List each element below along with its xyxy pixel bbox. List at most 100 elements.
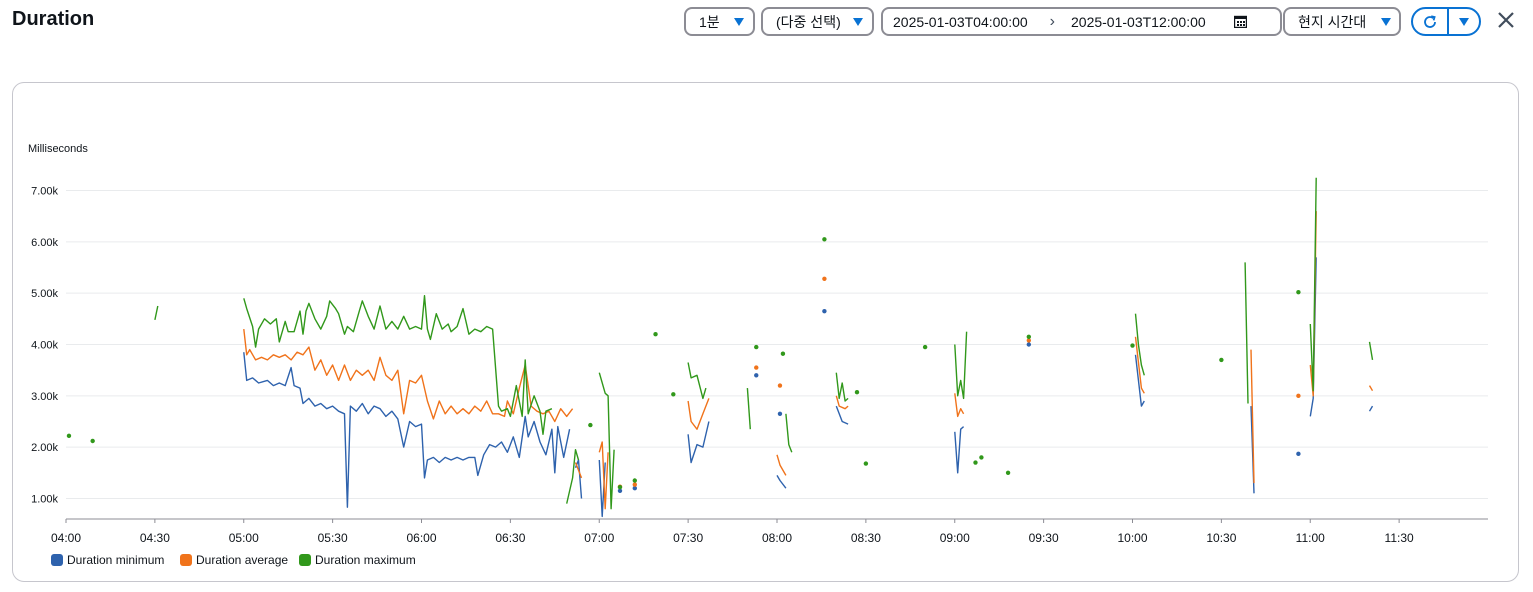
y-tick-label: 6.00k: [31, 237, 58, 249]
legend-swatch-minimum: [51, 554, 63, 566]
data-point-maximum: [653, 332, 658, 337]
data-point-minimum: [617, 488, 623, 493]
y-tick-label: 1.00k: [31, 493, 58, 505]
series-line-maximum: [154, 305, 159, 321]
y-tick-label: 7.00k: [31, 186, 58, 198]
series-line-maximum: [746, 388, 751, 430]
series-line-maximum: [687, 362, 707, 400]
caret-down-icon: [1381, 17, 1392, 26]
data-point-minimum: [777, 411, 783, 416]
x-tick-label: 06:30: [495, 531, 525, 545]
data-point-maximum: [66, 433, 72, 439]
legend-swatch-average: [180, 554, 192, 566]
page-title: Duration: [12, 8, 95, 30]
series-line-average: [1368, 385, 1374, 392]
timezone-select[interactable]: 현지 시간대: [1283, 7, 1401, 36]
period-select[interactable]: 1분: [684, 7, 755, 36]
series-line-maximum: [1368, 341, 1374, 361]
data-point-maximum: [863, 461, 869, 466]
y-tick-label: 4.00k: [31, 340, 58, 352]
refresh-button[interactable]: [1413, 9, 1449, 34]
x-tick-label: 07:00: [584, 531, 614, 545]
data-point-minimum: [754, 373, 759, 378]
series-line-maximum: [954, 331, 968, 400]
refresh-button-group: [1411, 7, 1481, 36]
y-tick-label: 3.00k: [31, 391, 58, 403]
period-value: 1분: [699, 13, 720, 30]
series-line-average: [1250, 349, 1255, 484]
data-point-maximum: [90, 438, 95, 444]
data-point-maximum: [1219, 357, 1224, 363]
series-line-average: [598, 441, 609, 510]
x-tick-label: 10:30: [1206, 531, 1236, 545]
legend-label-average: Duration average: [196, 553, 289, 567]
data-point-average: [822, 276, 827, 282]
refresh-icon: [1424, 14, 1436, 28]
timezone-value: 현지 시간대: [1298, 13, 1367, 30]
refresh-options-button[interactable]: [1449, 9, 1479, 34]
x-tick-label: 08:00: [762, 531, 792, 545]
data-point-maximum: [922, 344, 928, 350]
data-point-minimum: [1296, 451, 1301, 457]
x-tick-label: 09:00: [940, 531, 970, 545]
date-range-end: 2025-01-03T12:00:00: [1071, 13, 1206, 30]
legend-item-minimum[interactable]: Duration minimum: [51, 553, 164, 567]
series-line-minimum: [776, 475, 787, 489]
x-tick-label: 07:30: [673, 531, 703, 545]
data-point-average: [777, 383, 783, 388]
series-line-average: [574, 462, 583, 479]
x-tick-label: 09:30: [1029, 531, 1059, 545]
data-point-maximum: [1005, 470, 1011, 476]
series-line-minimum: [1134, 354, 1145, 407]
data-point-maximum: [1296, 289, 1301, 295]
close-icon[interactable]: [1496, 10, 1516, 30]
data-point-maximum: [1130, 343, 1135, 348]
data-point-maximum: [973, 460, 978, 465]
data-point-average: [632, 482, 637, 487]
series-line-average: [776, 454, 787, 476]
series-line-maximum: [785, 413, 793, 453]
statistic-value: (다중 선택): [776, 13, 841, 30]
series-line-minimum: [835, 405, 849, 425]
series-line-average: [835, 395, 849, 410]
x-tick-label: 10:00: [1117, 531, 1147, 545]
data-point-average: [754, 365, 759, 370]
data-point-minimum: [822, 308, 827, 314]
y-tick-label: 2.00k: [31, 442, 58, 454]
data-point-average: [1296, 393, 1301, 399]
x-tick-label: 05:00: [229, 531, 259, 545]
data-point-minimum: [632, 486, 637, 491]
x-tick-label: 04:00: [51, 531, 81, 545]
x-tick-label: 04:30: [140, 531, 170, 545]
legend-item-maximum[interactable]: Duration maximum: [299, 553, 416, 567]
y-axis-label: Milliseconds: [28, 143, 88, 155]
calendar-icon[interactable]: [1233, 15, 1247, 29]
series-line-maximum: [566, 449, 580, 504]
data-point-maximum: [854, 390, 860, 395]
x-tick-label: 08:30: [851, 531, 881, 545]
data-point-maximum: [671, 392, 676, 397]
series-line-average: [1134, 336, 1145, 394]
data-point-minimum: [1026, 342, 1032, 347]
chart-panel: [12, 82, 1519, 582]
series-line-maximum: [835, 372, 849, 402]
data-point-maximum: [588, 422, 593, 428]
series-line-minimum: [243, 352, 571, 508]
legend-label-minimum: Duration minimum: [67, 553, 165, 567]
legend-swatch-maximum: [299, 554, 311, 566]
x-tick-label: 11:30: [1385, 531, 1414, 545]
data-point-maximum: [780, 351, 786, 356]
legend-label-maximum: Duration maximum: [315, 553, 416, 567]
date-range-picker[interactable]: 2025-01-03T04:00:00 › 2025-01-03T12:00:0…: [881, 7, 1282, 36]
y-tick-label: 5.00k: [31, 288, 58, 300]
statistic-select[interactable]: (다중 선택): [761, 7, 874, 36]
series-line-maximum: [1244, 262, 1249, 404]
legend-item-average[interactable]: Duration average: [180, 553, 288, 567]
data-point-maximum: [1026, 334, 1032, 340]
series-line-maximum: [1309, 177, 1317, 392]
data-point-maximum: [822, 237, 827, 242]
x-tick-label: 11:00: [1296, 531, 1325, 545]
chevron-down-icon: [1459, 17, 1469, 26]
x-tick-label: 06:00: [406, 531, 436, 545]
